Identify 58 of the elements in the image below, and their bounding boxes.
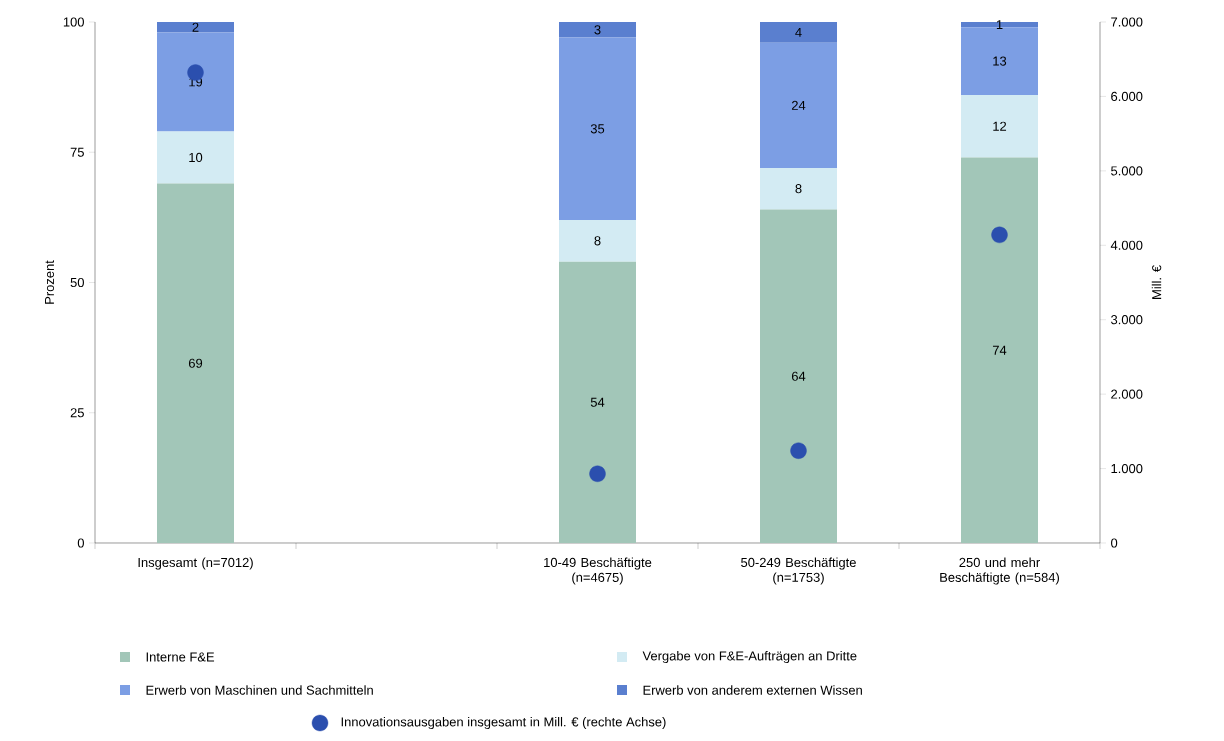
legend-label: Erwerb von Maschinen und Sachmitteln: [146, 685, 373, 695]
bar: [157, 131, 234, 184]
y-axis-title: Prozent: [45, 260, 55, 304]
data-label: 1: [996, 20, 1003, 30]
data-label: 3: [594, 25, 601, 35]
bar: [961, 27, 1038, 95]
bar: [559, 219, 636, 262]
bar: [559, 261, 636, 543]
legend-label: Interne F&E: [146, 652, 215, 662]
bar: [961, 21, 1038, 28]
y2-tick-label: 1.000: [1111, 463, 1143, 474]
bar: [760, 167, 837, 210]
data-label: 24: [791, 100, 806, 110]
data-label: 35: [590, 124, 605, 134]
y-tick-label: 25: [70, 408, 84, 418]
bar: [961, 157, 1038, 543]
bar: [559, 21, 636, 38]
x-tick-label: Insgesamt (n=7012): [138, 557, 253, 570]
y2-tick-label: 2.000: [1111, 389, 1143, 399]
data-label: 10: [189, 152, 203, 163]
x-tick-label: 10-49 Beschäftigte (n=4675): [544, 557, 652, 585]
data-label: 12: [993, 121, 1007, 131]
data-label: 4: [795, 27, 802, 37]
legend-label: Vergabe von F&E-Aufträgen an Dritte: [642, 650, 857, 664]
y2-tick-label: 0: [1111, 538, 1118, 548]
x-tick-label: 50-249 Beschäftigte (n=1753): [741, 557, 856, 585]
bar: [559, 37, 636, 220]
data-label: 8: [795, 184, 802, 194]
data-label: 8: [594, 236, 601, 246]
y-tick-label: 50: [70, 277, 84, 288]
y2-tick-label: 4.000: [1110, 240, 1143, 250]
y-tick-label: 100: [63, 17, 84, 27]
bar: [760, 21, 837, 43]
point: [589, 465, 606, 482]
point: [991, 226, 1008, 244]
y-tick-label: 75: [70, 147, 84, 157]
bar: [760, 42, 837, 168]
x-tick-label: 250 und mehr Beschäftigte (n=584): [940, 557, 1059, 585]
legend-label: Erwerb von anderem externen Wissen: [643, 685, 862, 695]
data-label: 64: [791, 371, 806, 381]
bar: [157, 32, 234, 132]
y-tick-label: 0: [77, 538, 84, 548]
bar: [961, 94, 1038, 158]
data-label: 54: [590, 397, 605, 407]
bar: [760, 209, 837, 543]
data-label: 13: [993, 56, 1007, 66]
y2-tick-label: 6.000: [1111, 91, 1143, 102]
y2-tick-label: 5.000: [1111, 166, 1143, 176]
y2-tick-label: 7.000: [1111, 17, 1143, 27]
y2-tick-label: 3.000: [1111, 315, 1143, 325]
bar: [157, 183, 234, 543]
legend-label: Innovationsausgaben insgesamt in Mill. € (rechte Achse): [341, 716, 666, 730]
point: [790, 442, 807, 459]
data-label: 2: [192, 22, 199, 32]
bar: [157, 21, 234, 33]
data-label: 74: [992, 345, 1007, 355]
y2-axis-title: Mill. €: [1151, 265, 1162, 299]
data-label: 69: [188, 358, 203, 368]
